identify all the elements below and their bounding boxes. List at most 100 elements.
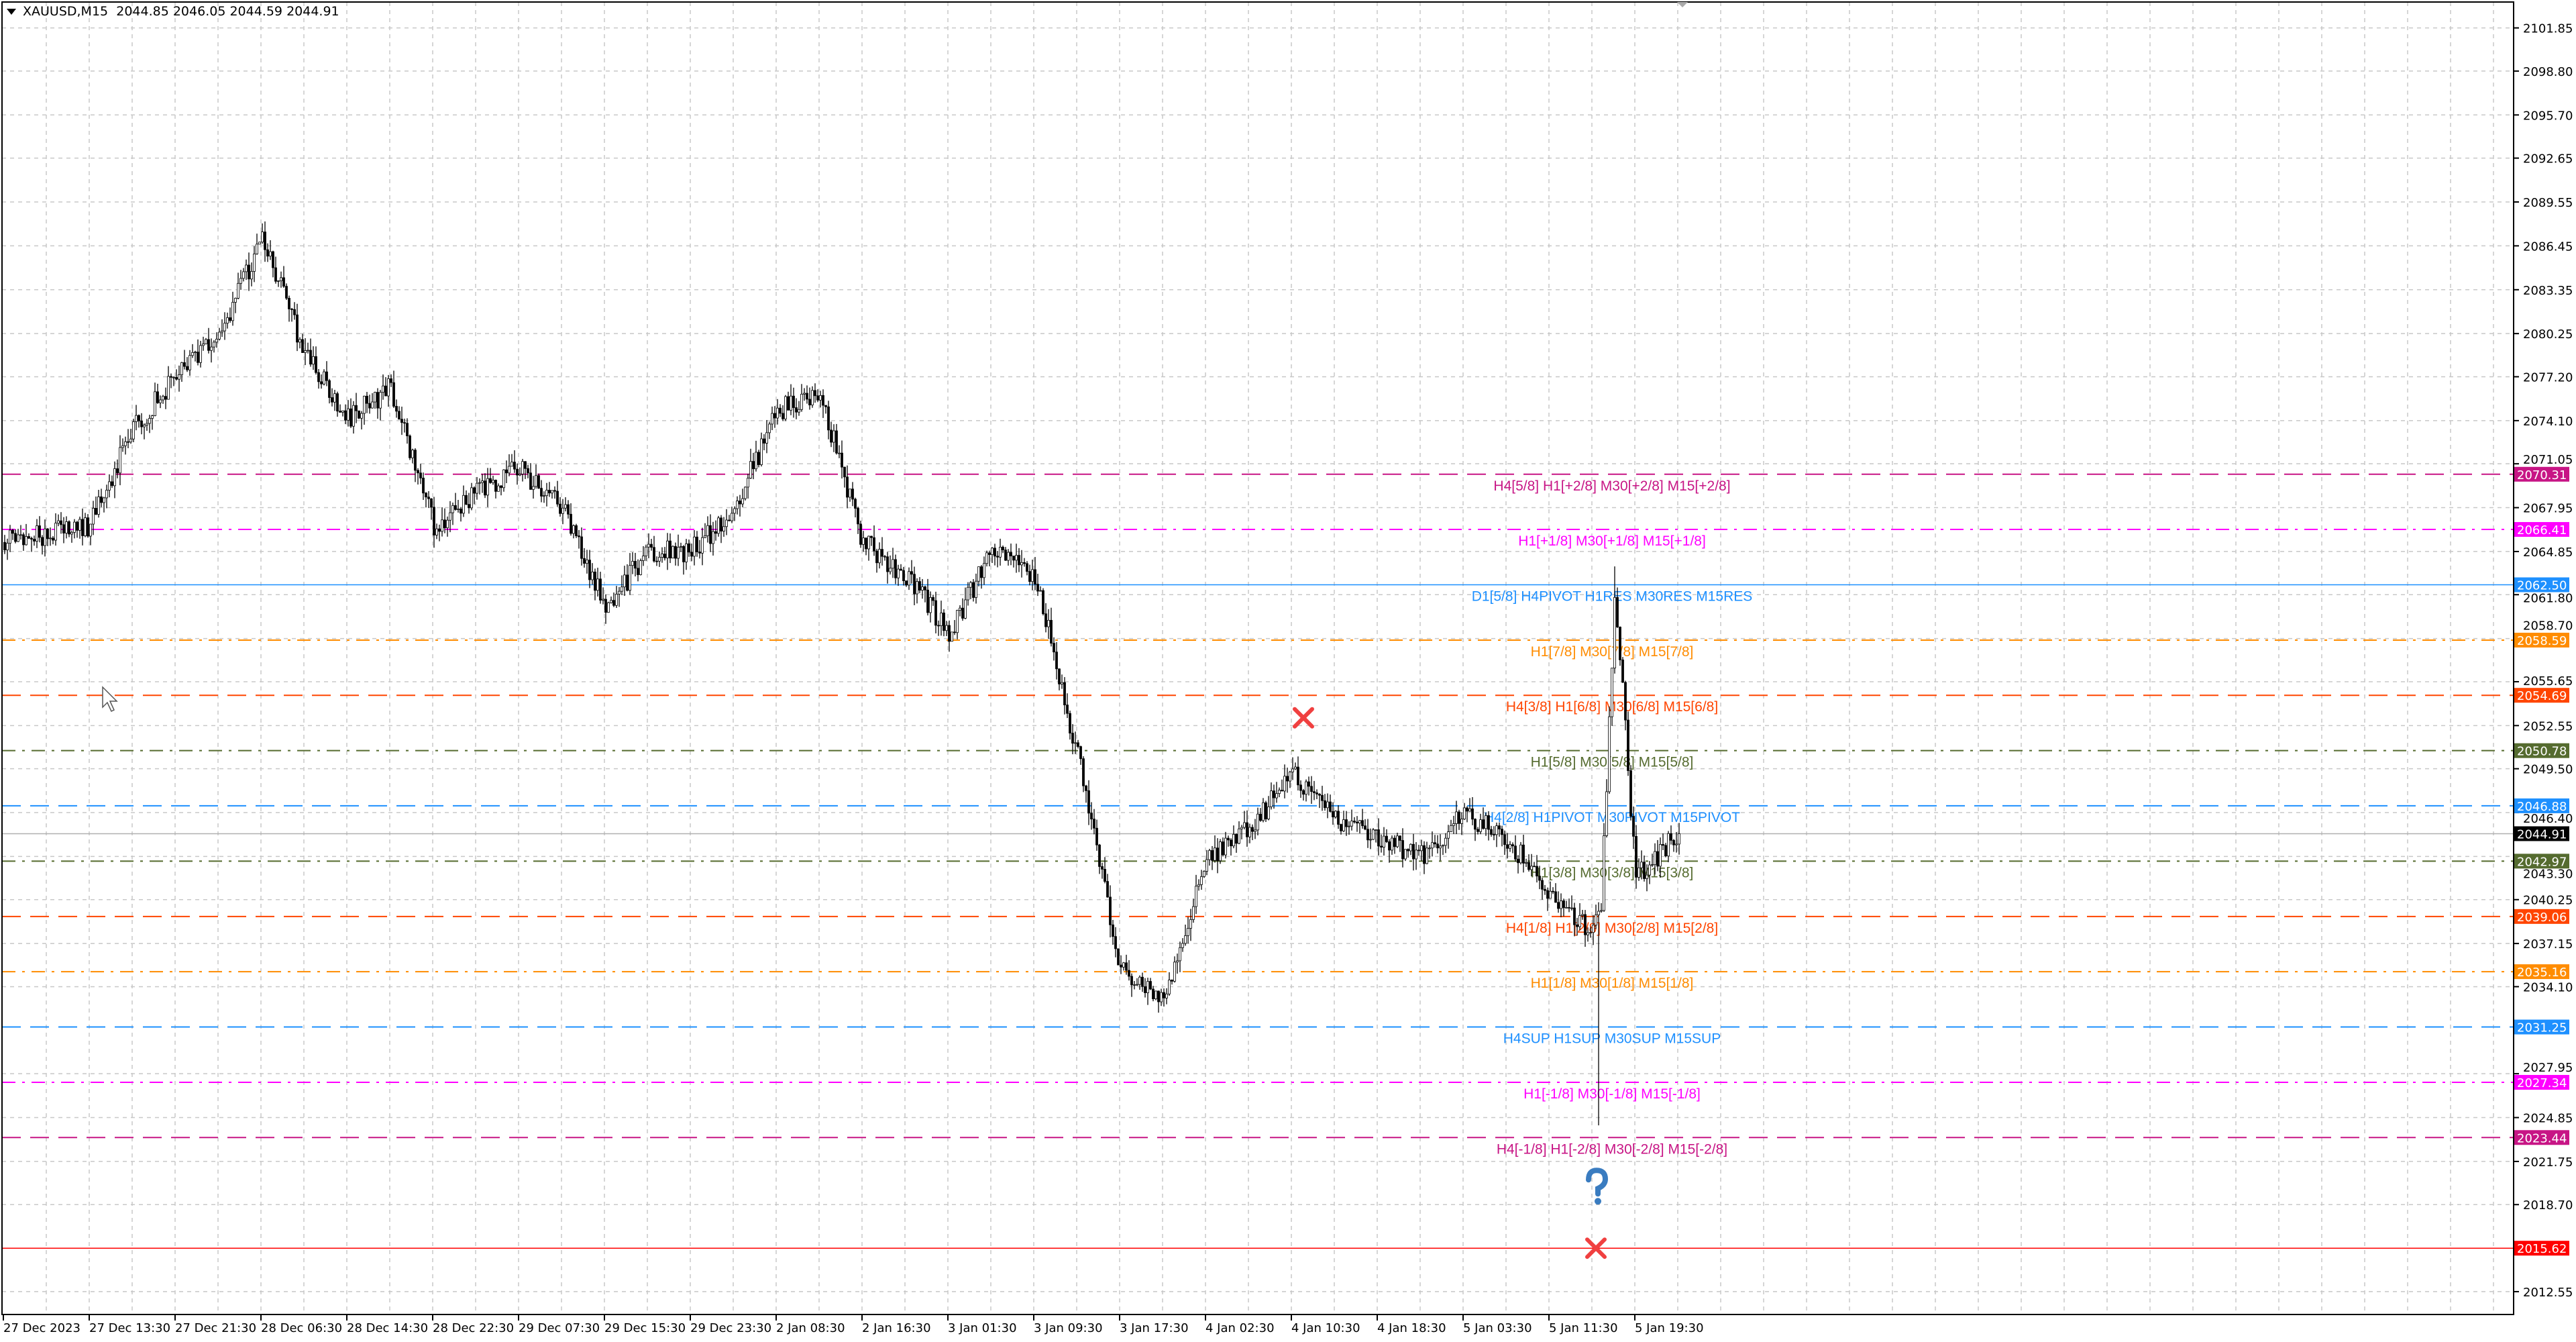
candle: [1069, 711, 1071, 740]
level-label: H1[3/8] M30[3/8] M15[3/8]: [1531, 865, 1694, 880]
candle-body: [1036, 584, 1039, 592]
chart-shift-marker-icon[interactable]: [1677, 2, 1688, 7]
candle-body: [60, 520, 62, 525]
candle: [1554, 883, 1557, 903]
candle: [312, 346, 315, 370]
candle-body: [301, 339, 304, 353]
candle-body: [527, 468, 529, 474]
candle: [178, 365, 180, 392]
candle: [293, 302, 296, 320]
candle: [433, 497, 435, 548]
candle-body: [17, 534, 19, 542]
candle-body: [725, 519, 728, 527]
candle: [355, 393, 358, 423]
candle: [1565, 900, 1568, 909]
collapse-triangle-icon[interactable]: [7, 9, 16, 15]
candle: [537, 473, 540, 489]
candle-body: [366, 395, 368, 404]
candle-body: [1396, 835, 1399, 847]
candle: [1616, 587, 1619, 628]
candle-body: [1240, 827, 1243, 829]
candle-body: [205, 339, 207, 344]
candle: [162, 395, 164, 404]
candle: [1388, 839, 1391, 863]
candle: [266, 243, 269, 262]
candle: [1302, 788, 1305, 801]
candle-body: [757, 452, 760, 465]
candle-body: [355, 405, 358, 411]
candle: [1138, 975, 1141, 990]
candle-body: [1015, 555, 1018, 561]
candle-body: [1495, 825, 1498, 835]
candle-body: [827, 406, 830, 431]
candle-body: [1463, 807, 1466, 820]
candle: [513, 450, 516, 473]
candle: [476, 476, 478, 500]
candle: [1436, 835, 1439, 854]
candle: [146, 419, 148, 431]
candle: [143, 423, 146, 440]
candle-body: [1262, 802, 1265, 821]
candle-body: [242, 271, 245, 279]
candle-body: [1256, 813, 1259, 831]
candle: [940, 601, 943, 636]
candle: [414, 448, 417, 482]
candle-body: [108, 481, 111, 491]
candle-body: [1219, 841, 1222, 862]
candle: [1468, 798, 1471, 812]
candle: [1077, 739, 1079, 749]
candle: [1466, 806, 1468, 823]
candle: [822, 389, 824, 418]
candle: [180, 362, 183, 382]
candle: [926, 578, 929, 616]
candle: [1552, 887, 1554, 894]
candle: [154, 382, 156, 417]
candle: [1181, 938, 1184, 952]
candle-body: [1020, 562, 1023, 566]
price-axis[interactable]: 2101.85 2098.80 2095.70 2092.65 2089.55 2086.…: [2514, 22, 2573, 1300]
candle-body: [1401, 840, 1404, 860]
candle: [988, 550, 991, 566]
candle-body: [1643, 862, 1646, 879]
candle-body: [580, 536, 583, 559]
y-tick-label: 2077.20: [2523, 370, 2573, 384]
candle-body: [985, 552, 988, 564]
candle: [905, 580, 908, 587]
candle: [1651, 854, 1654, 867]
candle-body: [368, 403, 371, 409]
candle-body: [913, 574, 916, 595]
candle-body: [121, 445, 124, 448]
candle-body: [25, 536, 28, 546]
candle-body: [1227, 837, 1230, 841]
candle: [253, 246, 256, 282]
candle-body: [143, 424, 146, 427]
candle: [1597, 902, 1600, 1126]
candle: [1621, 657, 1624, 683]
candle-body: [1431, 842, 1434, 849]
candle-body: [1348, 825, 1350, 827]
candle-body: [996, 556, 999, 558]
candle-body: [1307, 781, 1310, 787]
candle-body: [994, 548, 996, 557]
time-axis[interactable]: 27 Dec 2023 27 Dec 13:30 27 Dec 21:30 28 De…: [3, 1314, 1704, 1335]
candle-body: [790, 395, 792, 411]
candle: [140, 413, 143, 435]
candle: [967, 582, 969, 606]
candle-body: [886, 556, 889, 572]
candle-body: [1672, 839, 1675, 845]
candle-body: [70, 531, 73, 535]
candle: [124, 436, 127, 455]
candle-body: [586, 560, 588, 564]
candle-body: [245, 264, 248, 272]
candle-body: [119, 447, 121, 474]
candle-body: [451, 505, 454, 513]
candle: [1426, 841, 1428, 865]
candle: [1517, 855, 1519, 874]
candle-body: [1286, 776, 1289, 782]
candle-body: [197, 352, 199, 363]
candle: [586, 550, 588, 574]
candle: [425, 492, 427, 508]
candle-body: [1485, 815, 1487, 829]
